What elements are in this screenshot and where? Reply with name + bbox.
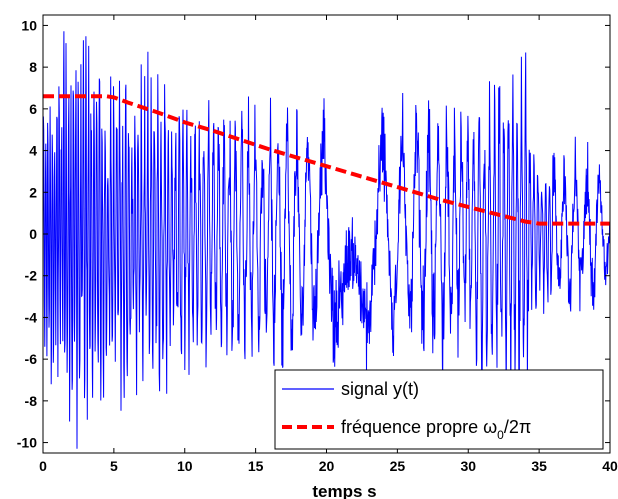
y-tick-label: 10 bbox=[21, 17, 37, 33]
x-tick-label: 40 bbox=[602, 458, 618, 474]
frequency-line bbox=[43, 94, 610, 226]
y-tick-label: -4 bbox=[25, 309, 38, 325]
y-tick-label: 2 bbox=[29, 184, 37, 200]
x-tick-label: 15 bbox=[248, 458, 264, 474]
legend-signal-label: signal y(t) bbox=[341, 379, 419, 399]
x-axis: 0 5 10 15 20 25 30 35 40 bbox=[39, 15, 618, 474]
legend-frequency-label: fréquence propre ω0/2π bbox=[341, 417, 531, 442]
y-tick-label: 0 bbox=[29, 226, 37, 242]
y-axis: -10 -8 -6 -4 -2 0 2 4 6 8 10 bbox=[17, 17, 610, 451]
y-tick-label: 4 bbox=[29, 143, 37, 159]
y-tick-label: 8 bbox=[29, 59, 37, 75]
x-tick-label: 30 bbox=[460, 458, 476, 474]
y-tick-label: -2 bbox=[25, 268, 38, 284]
x-tick-label: 35 bbox=[531, 458, 547, 474]
legend-frequency-sub: 0 bbox=[497, 428, 504, 442]
x-tick-label: 5 bbox=[110, 458, 118, 474]
signal-series bbox=[42, 31, 611, 449]
x-tick-label: 25 bbox=[390, 458, 406, 474]
y-tick-label: -6 bbox=[25, 351, 38, 367]
y-tick-label: -10 bbox=[17, 435, 37, 451]
frequency-series bbox=[43, 94, 610, 226]
legend-frequency-main: fréquence propre ω bbox=[341, 417, 497, 437]
legend: signal y(t) fréquence propre ω0/2π bbox=[274, 369, 604, 450]
x-tick-label: 20 bbox=[319, 458, 335, 474]
x-tick-label: 0 bbox=[39, 458, 47, 474]
legend-box bbox=[274, 369, 604, 450]
y-tick-label: 6 bbox=[29, 101, 37, 117]
x-axis-label: temps s bbox=[312, 482, 376, 499]
x-tick-label: 10 bbox=[177, 458, 193, 474]
legend-frequency-tail: /2π bbox=[504, 417, 531, 437]
y-tick-label: -8 bbox=[25, 393, 38, 409]
signal-line bbox=[42, 31, 611, 449]
